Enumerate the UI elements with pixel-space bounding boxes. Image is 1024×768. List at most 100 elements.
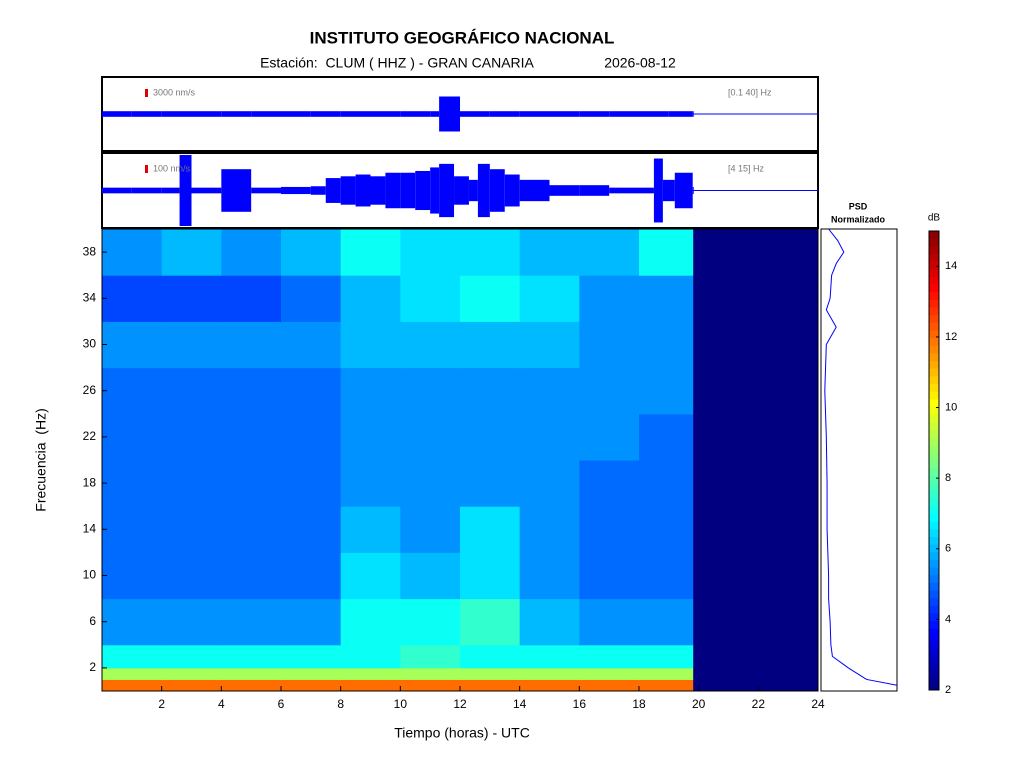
trace-envelope [355, 174, 371, 207]
y-tick-label: 14 [83, 521, 97, 535]
colorbar-segment [929, 452, 939, 461]
colorbar-segment [929, 315, 939, 324]
heatmap-cell [161, 413, 222, 461]
trace-envelope [504, 174, 520, 207]
heatmap-cell [579, 552, 640, 600]
colorbar-segment [929, 659, 939, 668]
heatmap-cell [102, 321, 163, 369]
x-tick-label: 2 [158, 697, 165, 711]
heatmap-cell [221, 506, 282, 553]
trace-envelope [489, 111, 520, 117]
trace-envelope [179, 155, 192, 226]
trace-envelope [251, 111, 281, 117]
trace-envelope [430, 167, 440, 214]
heatmap-cell [102, 598, 163, 646]
trace-envelope [519, 179, 550, 202]
heatmap-cell [281, 506, 342, 553]
colorbar-segment [929, 575, 939, 584]
colorbar-segment [929, 667, 939, 676]
colorbar-segment [929, 636, 939, 645]
colorbar-segment [929, 651, 939, 660]
colorbar-segment [929, 529, 939, 538]
colorbar-segment [929, 613, 939, 622]
y-tick-label: 22 [83, 429, 97, 443]
psd-line [824, 228, 898, 686]
colorbar-segment [929, 368, 939, 377]
heatmap-cell [340, 679, 401, 692]
trace-envelope [519, 111, 550, 117]
heatmap-cell [400, 413, 461, 461]
heatmap-cell [221, 413, 282, 461]
psd-title: PSD [849, 201, 868, 211]
colorbar-segment [929, 483, 939, 492]
trace-envelope [639, 111, 669, 117]
heatmap-cell [460, 644, 521, 669]
heatmap-cell [400, 275, 461, 322]
heatmap-cell [221, 460, 282, 507]
heatmap-cell [639, 321, 694, 369]
heatmap-cell [460, 506, 521, 553]
colorbar-segment [929, 292, 939, 301]
heatmap-cell [102, 552, 163, 600]
x-tick-label: 4 [218, 697, 225, 711]
heatmap-cell [161, 367, 222, 415]
trace-envelope [370, 176, 386, 205]
heatmap-cell [579, 679, 640, 692]
trace-band-label: [0.1 40] Hz [728, 87, 772, 97]
colorbar-segment [929, 498, 939, 507]
heatmap-cell [639, 506, 694, 553]
heatmap-cell [340, 667, 401, 680]
colorbar-segment [929, 284, 939, 293]
colorbar-segment [929, 682, 939, 691]
heatmap-cell [221, 679, 282, 692]
heatmap-cell [340, 506, 401, 553]
heatmap-cell [281, 460, 342, 507]
colorbar-segment [929, 422, 939, 431]
trace-envelope [653, 158, 663, 223]
heatmap-cell [400, 598, 461, 646]
y-tick-label: 2 [89, 660, 96, 674]
heatmap-cell [460, 667, 521, 680]
colorbar-segment [929, 468, 939, 477]
heatmap-cell [281, 667, 342, 680]
heatmap-cell [281, 644, 342, 669]
no-data-region [692, 229, 818, 691]
heatmap-cell [221, 667, 282, 680]
heatmap-cell [161, 229, 222, 276]
trace-envelope [454, 176, 469, 205]
heatmap-cell [519, 552, 580, 600]
heatmap-cell [400, 552, 461, 600]
colorbar-segment [929, 276, 939, 286]
heatmap-cell [340, 229, 401, 276]
heatmap-cell [579, 598, 640, 646]
heatmap-cell [340, 552, 401, 600]
heatmap-cell [519, 460, 580, 507]
colorbar-segment [929, 491, 939, 500]
heatmap-cell [281, 679, 342, 692]
trace-envelope [191, 111, 222, 117]
colorbar-segment [929, 598, 939, 607]
colorbar-tick-label: 4 [945, 613, 951, 625]
heatmap-cell [221, 275, 282, 322]
trace-envelope [281, 111, 311, 117]
heatmap-cell [639, 598, 694, 646]
trace-envelope [191, 187, 222, 194]
y-tick-label: 26 [83, 383, 97, 397]
colorbar-segment [929, 376, 939, 385]
heatmap-cell [460, 460, 521, 507]
heatmap-cell [460, 321, 521, 369]
colorbar-segment [929, 567, 939, 576]
heatmap-cell [400, 506, 461, 553]
colorbar-segment [929, 391, 939, 400]
trace-envelope [221, 169, 252, 212]
x-tick-label: 6 [278, 697, 285, 711]
trace-envelope [102, 111, 132, 117]
trace-envelope [489, 169, 505, 212]
heatmap-cell [161, 321, 222, 369]
colorbar-segment [929, 322, 939, 331]
heatmap-cell [519, 275, 580, 322]
trace-envelope [549, 111, 580, 117]
trace-envelope [340, 176, 356, 205]
heatmap-cell [579, 367, 640, 415]
